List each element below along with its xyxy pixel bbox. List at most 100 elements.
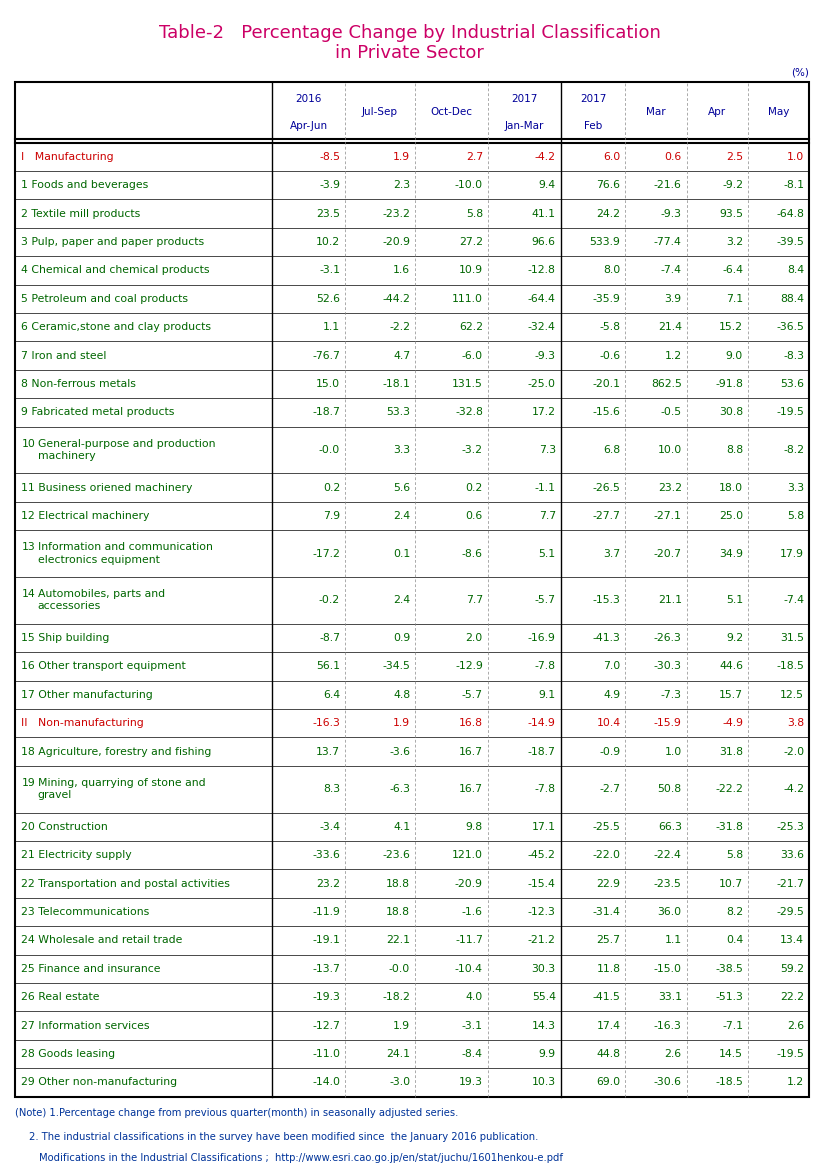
Text: 21.4: 21.4 <box>658 323 681 332</box>
Text: 2.5: 2.5 <box>726 152 743 161</box>
Text: 16.7: 16.7 <box>459 784 483 794</box>
Text: -44.2: -44.2 <box>382 293 410 304</box>
Text: 9.2: 9.2 <box>726 634 743 643</box>
Text: -7.4: -7.4 <box>783 595 804 606</box>
Text: -17.2: -17.2 <box>312 548 340 559</box>
Text: 25 Finance and insurance: 25 Finance and insurance <box>21 963 161 974</box>
Text: Mining, quarrying of stone and: Mining, quarrying of stone and <box>38 779 206 788</box>
Text: Mar: Mar <box>646 108 666 117</box>
Text: 5.8: 5.8 <box>466 208 483 219</box>
Text: -0.2: -0.2 <box>319 595 340 606</box>
Text: -39.5: -39.5 <box>776 237 804 247</box>
Text: -8.5: -8.5 <box>319 152 340 161</box>
Text: 10.3: 10.3 <box>532 1078 556 1087</box>
Text: 7.9: 7.9 <box>323 511 340 521</box>
Text: -7.1: -7.1 <box>722 1021 743 1031</box>
Text: 30.3: 30.3 <box>532 963 556 974</box>
Text: 18.0: 18.0 <box>719 483 743 492</box>
Text: -15.0: -15.0 <box>654 963 681 974</box>
Text: 9.8: 9.8 <box>466 822 483 832</box>
Text: 131.5: 131.5 <box>452 379 483 389</box>
Text: 8.3: 8.3 <box>323 784 340 794</box>
Text: 3.9: 3.9 <box>665 293 681 304</box>
Text: 1.1: 1.1 <box>665 935 681 946</box>
Text: 4.7: 4.7 <box>393 351 410 360</box>
Text: 59.2: 59.2 <box>781 963 804 974</box>
Text: -8.3: -8.3 <box>783 351 804 360</box>
Text: 6.0: 6.0 <box>604 152 621 161</box>
Text: 10.4: 10.4 <box>596 718 621 728</box>
Text: -3.2: -3.2 <box>462 445 483 455</box>
Text: -2.7: -2.7 <box>600 784 621 794</box>
Text: 22.1: 22.1 <box>386 935 410 946</box>
Text: 3 Pulp, paper and paper products: 3 Pulp, paper and paper products <box>21 237 205 247</box>
Text: -15.4: -15.4 <box>528 879 556 888</box>
Text: 24.2: 24.2 <box>596 208 621 219</box>
Text: -5.8: -5.8 <box>600 323 621 332</box>
Text: -18.2: -18.2 <box>382 992 410 1002</box>
Text: 1.9: 1.9 <box>393 718 410 728</box>
Text: 19.3: 19.3 <box>459 1078 483 1087</box>
Text: 0.9: 0.9 <box>393 634 410 643</box>
Text: -22.4: -22.4 <box>654 850 681 860</box>
Text: Information and communication: Information and communication <box>38 542 213 553</box>
Text: 11 Business oriened machinery: 11 Business oriened machinery <box>21 483 192 492</box>
Text: 44.8: 44.8 <box>596 1049 621 1059</box>
Text: -22.0: -22.0 <box>592 850 621 860</box>
Text: -19.5: -19.5 <box>776 1049 804 1059</box>
Text: 2.7: 2.7 <box>466 152 483 161</box>
Text: Modifications in the Industrial Classifications ;  http://www.esri.cao.go.jp/en/: Modifications in the Industrial Classifi… <box>39 1153 563 1163</box>
Text: 23.2: 23.2 <box>658 483 681 492</box>
Text: electronics equipment: electronics equipment <box>38 554 160 565</box>
Text: 1 Foods and beverages: 1 Foods and beverages <box>21 180 148 191</box>
Text: -77.4: -77.4 <box>654 237 681 247</box>
Text: -2.0: -2.0 <box>783 747 804 756</box>
Text: -8.2: -8.2 <box>783 445 804 455</box>
Text: -30.3: -30.3 <box>654 662 681 671</box>
Text: -5.7: -5.7 <box>462 690 483 700</box>
Text: 17.2: 17.2 <box>532 407 556 417</box>
Text: 76.6: 76.6 <box>596 180 621 191</box>
Text: 93.5: 93.5 <box>719 208 743 219</box>
Text: Oct-Dec: Oct-Dec <box>431 108 473 117</box>
Text: 17 Other manufacturing: 17 Other manufacturing <box>21 690 153 700</box>
Text: 6.8: 6.8 <box>604 445 621 455</box>
Text: 9 Fabricated metal products: 9 Fabricated metal products <box>21 407 174 417</box>
Text: 1.2: 1.2 <box>787 1078 804 1087</box>
Text: -11.0: -11.0 <box>312 1049 340 1059</box>
Text: -3.6: -3.6 <box>389 747 410 756</box>
Text: -4.2: -4.2 <box>783 784 804 794</box>
Text: 18 Agriculture, forestry and fishing: 18 Agriculture, forestry and fishing <box>21 747 211 756</box>
Text: 2.0: 2.0 <box>466 634 483 643</box>
Text: 10.7: 10.7 <box>719 879 743 888</box>
Text: (%): (%) <box>791 68 809 77</box>
Text: -12.8: -12.8 <box>528 265 556 276</box>
Text: 5 Petroleum and coal products: 5 Petroleum and coal products <box>21 293 188 304</box>
Text: -18.7: -18.7 <box>528 747 556 756</box>
Text: -32.8: -32.8 <box>455 407 483 417</box>
Text: 23 Telecommunications: 23 Telecommunications <box>21 907 150 916</box>
Text: -1.1: -1.1 <box>535 483 556 492</box>
Text: 2017: 2017 <box>580 95 606 104</box>
Text: 5.1: 5.1 <box>539 548 556 559</box>
Text: 3.2: 3.2 <box>726 237 743 247</box>
Text: 3.3: 3.3 <box>393 445 410 455</box>
Text: 6 Ceramic,stone and clay products: 6 Ceramic,stone and clay products <box>21 323 211 332</box>
Text: -64.4: -64.4 <box>528 293 556 304</box>
Text: 2 Textile mill products: 2 Textile mill products <box>21 208 141 219</box>
Text: 25.7: 25.7 <box>596 935 621 946</box>
Text: 33.6: 33.6 <box>781 850 804 860</box>
Text: 13: 13 <box>21 542 35 553</box>
Text: 14.3: 14.3 <box>532 1021 556 1031</box>
Text: -23.2: -23.2 <box>382 208 410 219</box>
Text: -15.3: -15.3 <box>593 595 621 606</box>
Text: 862.5: 862.5 <box>651 379 681 389</box>
Text: -14.9: -14.9 <box>528 718 556 728</box>
Text: 1.0: 1.0 <box>664 747 681 756</box>
Text: 7.3: 7.3 <box>539 445 556 455</box>
Text: -15.9: -15.9 <box>654 718 681 728</box>
Text: -16.3: -16.3 <box>312 718 340 728</box>
Text: -41.3: -41.3 <box>593 634 621 643</box>
Text: 50.8: 50.8 <box>658 784 681 794</box>
Text: 2017: 2017 <box>511 95 537 104</box>
